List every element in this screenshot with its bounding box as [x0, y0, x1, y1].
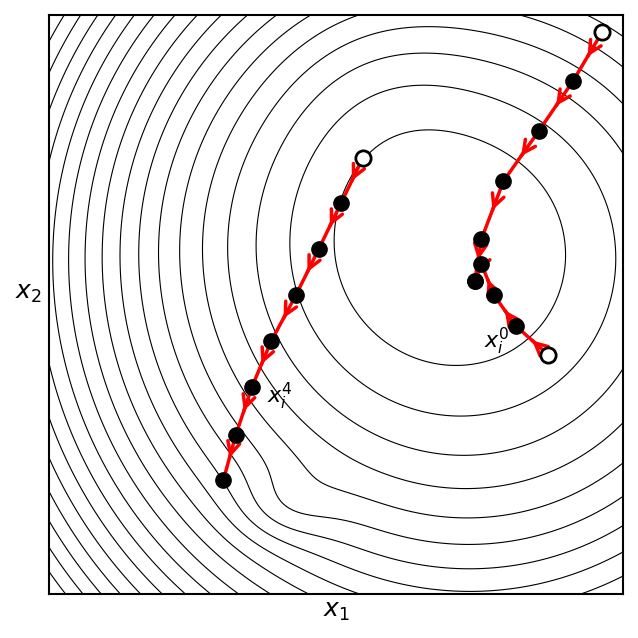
Text: $x_i^0$: $x_i^0$	[484, 326, 510, 357]
Text: $x_i^4$: $x_i^4$	[267, 381, 293, 412]
Y-axis label: $x_2$: $x_2$	[15, 282, 42, 305]
X-axis label: $x_1$: $x_1$	[323, 600, 350, 623]
